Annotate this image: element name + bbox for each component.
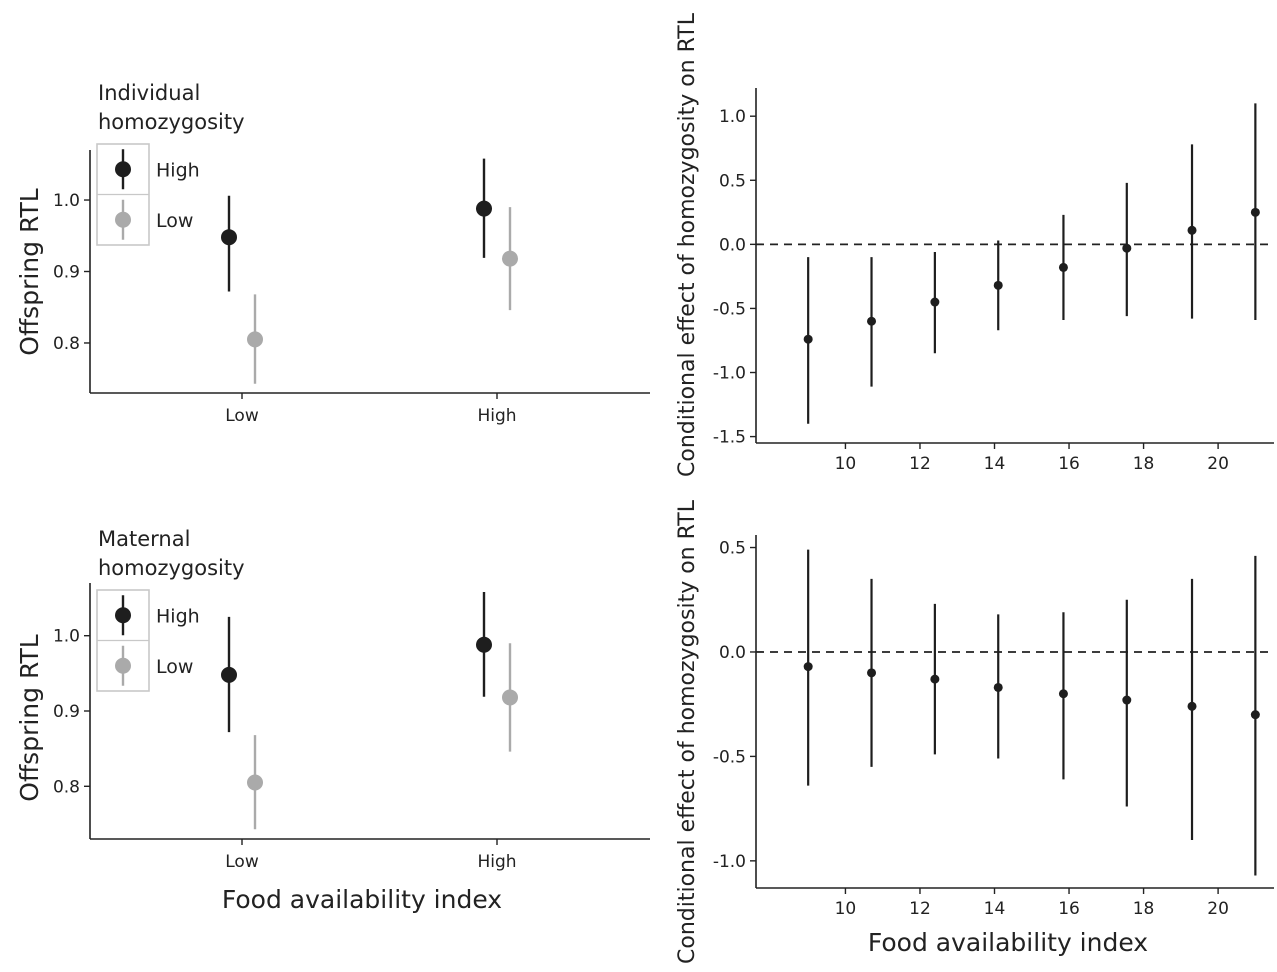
x-tick-label: High bbox=[477, 852, 516, 872]
data-point bbox=[221, 229, 237, 246]
data-point bbox=[1250, 710, 1260, 720]
data-point bbox=[476, 636, 492, 653]
chart-panel-4: -1.0 -0.5 0.0 0.5 Conditional effect of homo… bbox=[675, 499, 1274, 964]
legend-key-point bbox=[115, 607, 131, 624]
legend-title: homozygosity bbox=[98, 556, 245, 580]
y-tick-label: 1.0 bbox=[53, 191, 80, 211]
data-point bbox=[221, 666, 237, 683]
y-axis-title: Offspring RTL bbox=[15, 634, 44, 802]
legend-label: Low bbox=[156, 656, 193, 678]
y-tick-label: 0.8 bbox=[53, 334, 80, 354]
legend-key-point bbox=[115, 657, 131, 674]
data-point bbox=[993, 682, 1003, 692]
x-tick-label: Low bbox=[225, 852, 259, 872]
data-point bbox=[867, 316, 877, 326]
legend-label: High bbox=[156, 159, 200, 181]
data-point bbox=[1122, 243, 1132, 253]
data-point bbox=[502, 250, 518, 267]
data-point bbox=[1122, 695, 1132, 705]
data-point bbox=[247, 331, 263, 348]
x-tick-label: 16 bbox=[1058, 454, 1080, 474]
data-point bbox=[993, 280, 1003, 290]
data-point bbox=[1058, 262, 1068, 272]
y-tick-label: -1.0 bbox=[713, 364, 746, 384]
legend-title: Maternal bbox=[98, 527, 190, 551]
data-point bbox=[1187, 701, 1197, 711]
data-point bbox=[867, 668, 877, 678]
y-tick-label: 0.5 bbox=[719, 171, 746, 191]
x-tick-label: 16 bbox=[1058, 899, 1080, 919]
x-axis-title: Food availability index bbox=[868, 928, 1148, 957]
legend-title: Individual bbox=[98, 81, 200, 105]
chart-panel-3: 0.8 0.9 1.0 Offspring RTL Low High Maternal hom… bbox=[15, 527, 650, 914]
y-tick-label: -1.5 bbox=[713, 428, 746, 448]
x-tick-label: 20 bbox=[1207, 454, 1229, 474]
y-tick-label: 0.0 bbox=[719, 643, 746, 663]
chart-panel-2: -1.5 -1.0 -0.5 0.0 0.5 1.0 Conditional effect … bbox=[675, 12, 1274, 477]
x-tick-label: 12 bbox=[909, 899, 931, 919]
y-axis-title: Conditional effect of homozygosity on RT… bbox=[675, 499, 700, 964]
y-tick-label: 0.5 bbox=[719, 539, 746, 559]
data-point bbox=[1250, 207, 1260, 217]
data-point bbox=[476, 200, 492, 217]
data-point bbox=[930, 674, 940, 684]
x-tick-label: 18 bbox=[1133, 454, 1155, 474]
y-tick-label: -1.0 bbox=[713, 852, 746, 872]
y-tick-label: 0.9 bbox=[53, 702, 80, 722]
y-tick-label: -0.5 bbox=[713, 747, 746, 767]
x-axis-title: Food availability index bbox=[222, 885, 502, 914]
x-tick-label: 14 bbox=[984, 899, 1006, 919]
x-tick-label: High bbox=[477, 406, 516, 426]
x-tick-label: 10 bbox=[835, 899, 857, 919]
legend-label: High bbox=[156, 605, 200, 627]
data-point bbox=[247, 774, 263, 791]
chart-panel-1: 0.8 0.9 1.0 Offspring RTL Low High Individual h… bbox=[15, 81, 650, 426]
x-tick-label: 14 bbox=[984, 454, 1006, 474]
x-tick-label: 12 bbox=[909, 454, 931, 474]
x-tick-label: Low bbox=[225, 406, 259, 426]
legend-key-point bbox=[115, 161, 131, 178]
legend-label: Low bbox=[156, 210, 193, 232]
y-tick-label: -0.5 bbox=[713, 299, 746, 319]
data-point bbox=[502, 689, 518, 706]
y-tick-label: 0.8 bbox=[53, 777, 80, 797]
legend-title: homozygosity bbox=[98, 110, 245, 134]
y-tick-label: 1.0 bbox=[53, 627, 80, 647]
data-point bbox=[803, 662, 813, 672]
data-point bbox=[1058, 689, 1068, 699]
x-tick-label: 18 bbox=[1133, 899, 1155, 919]
y-tick-label: 0.0 bbox=[719, 235, 746, 255]
legend-key-point bbox=[115, 211, 131, 228]
y-tick-label: 1.0 bbox=[719, 107, 746, 127]
y-axis-title: Conditional effect of homozygosity on RT… bbox=[675, 12, 700, 477]
x-tick-label: 20 bbox=[1207, 899, 1229, 919]
data-point bbox=[803, 334, 813, 344]
x-tick-label: 10 bbox=[835, 454, 857, 474]
data-point bbox=[1187, 225, 1197, 235]
y-tick-label: 0.9 bbox=[53, 263, 80, 283]
y-axis-title: Offspring RTL bbox=[15, 188, 44, 356]
data-point bbox=[930, 297, 940, 307]
